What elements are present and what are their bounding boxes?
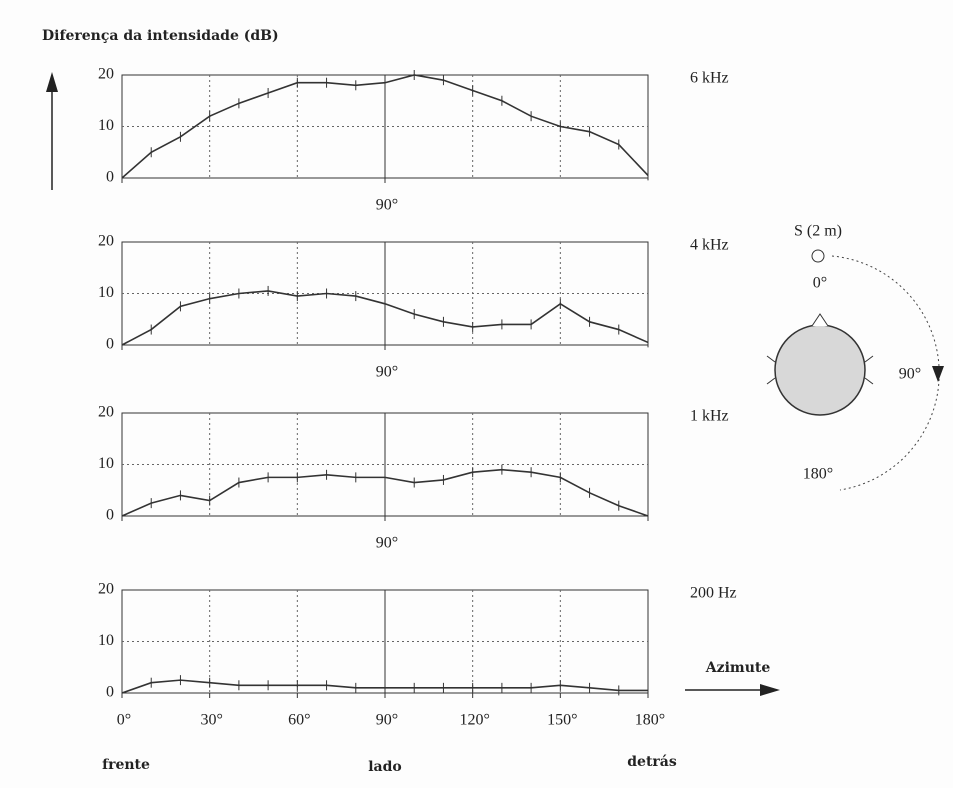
- x-tick-label: 90°: [376, 197, 398, 214]
- x-tick-label: 90°: [376, 535, 398, 552]
- angle-label: 90°: [899, 366, 921, 383]
- y-tick-label: 0: [106, 169, 114, 186]
- azimuth-label: Azimute: [705, 660, 771, 676]
- x-tick-label: 60°: [288, 712, 310, 729]
- x-tick-label: 120°: [459, 712, 489, 729]
- y-tick-label: 20: [98, 581, 114, 598]
- y-axis-title: Diferença da intensidade (dB): [42, 28, 279, 44]
- ears: [766, 355, 874, 385]
- head: [774, 324, 866, 416]
- y-arrowhead: [46, 72, 58, 92]
- arc-arrowhead: [932, 366, 944, 382]
- panel-title: 1 kHz: [690, 408, 729, 425]
- azimuth-arrowhead: [760, 684, 780, 696]
- position-label: lado: [368, 759, 402, 775]
- y-tick-label: 0: [106, 507, 114, 524]
- y-tick-label: 10: [98, 284, 114, 301]
- panel-title: 200 Hz: [690, 585, 737, 602]
- y-tick-label: 0: [106, 336, 114, 353]
- x-tick-label: 150°: [547, 712, 577, 729]
- x-tick-label: 90°: [376, 712, 398, 729]
- y-tick-label: 20: [98, 66, 114, 83]
- y-tick-label: 10: [98, 455, 114, 472]
- y-tick-label: 10: [98, 632, 114, 649]
- panel-title: 4 kHz: [690, 237, 729, 254]
- angle-label: 180°: [803, 466, 833, 483]
- x-tick-label: 180°: [635, 712, 665, 729]
- source-label: S (2 m): [794, 223, 842, 240]
- source: [811, 249, 825, 263]
- position-label: detrás: [627, 754, 677, 770]
- angle-label: 0°: [813, 275, 827, 292]
- x-tick-label: 0°: [117, 712, 131, 729]
- nose: [811, 313, 829, 327]
- y-tick-label: 0: [106, 684, 114, 701]
- panel-title: 6 kHz: [690, 70, 729, 87]
- x-tick-label: 90°: [376, 364, 398, 381]
- y-tick-label: 10: [98, 117, 114, 134]
- position-label: frente: [102, 757, 150, 773]
- y-tick-label: 20: [98, 233, 114, 250]
- y-tick-label: 20: [98, 404, 114, 421]
- x-tick-label: 30°: [200, 712, 222, 729]
